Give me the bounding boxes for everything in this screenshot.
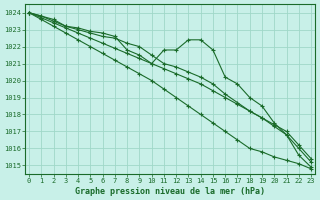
X-axis label: Graphe pression niveau de la mer (hPa): Graphe pression niveau de la mer (hPa) bbox=[75, 187, 265, 196]
